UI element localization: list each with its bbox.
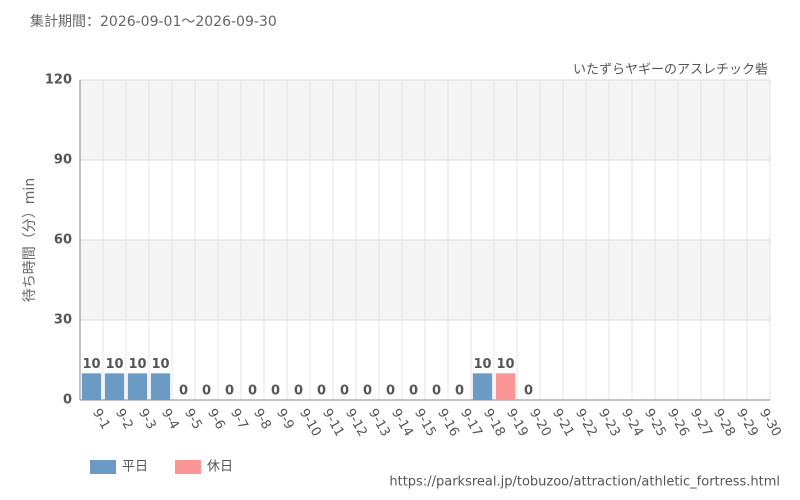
- chart-subtitle: いたずらヤギーのアスレチック砦: [573, 63, 768, 78]
- x-tick-label: 9-1: [89, 406, 113, 432]
- bar: [150, 373, 171, 400]
- x-tick-label: 9-4: [158, 406, 182, 432]
- value-label: 0: [455, 384, 464, 399]
- chart-title: 集計期間：2026-09-01～2026-09-30: [30, 13, 277, 30]
- bar: [81, 373, 102, 400]
- x-tick-label: 9-5: [181, 406, 205, 432]
- x-tick-label: 9-29: [733, 406, 761, 439]
- x-tick-label: 9-12: [342, 406, 370, 439]
- value-label: 0: [225, 384, 234, 399]
- y-tick-label: 30: [54, 313, 72, 328]
- x-tick-label: 9-14: [388, 406, 416, 439]
- x-tick-label: 9-11: [319, 406, 347, 439]
- value-label: 0: [524, 384, 533, 399]
- bar: [127, 373, 148, 400]
- value-label: 10: [105, 357, 123, 372]
- value-label: 0: [248, 384, 257, 399]
- x-tick-label: 9-30: [756, 406, 784, 439]
- value-label: 0: [271, 384, 280, 399]
- value-label: 10: [496, 357, 514, 372]
- x-tick-label: 9-13: [365, 406, 393, 439]
- x-tick-label: 9-22: [572, 406, 600, 439]
- x-tick-label: 9-17: [457, 406, 485, 439]
- value-label: 0: [340, 384, 349, 399]
- value-label: 10: [151, 357, 169, 372]
- x-tick-label: 9-6: [204, 406, 228, 432]
- legend-label: 平日: [122, 460, 148, 475]
- x-tick-label: 9-18: [480, 406, 508, 439]
- x-tick-label: 9-26: [664, 406, 692, 439]
- value-label: 10: [128, 357, 146, 372]
- x-tick-label: 9-2: [112, 406, 136, 432]
- bar: [472, 373, 493, 400]
- x-tick-label: 9-10: [296, 406, 324, 439]
- value-label: 10: [473, 357, 491, 372]
- x-tick-label: 9-3: [135, 406, 159, 432]
- x-tick-label: 9-20: [526, 406, 554, 439]
- bar: [104, 373, 125, 400]
- value-label: 0: [432, 384, 441, 399]
- y-tick-label: 0: [63, 393, 72, 408]
- value-label: 0: [294, 384, 303, 399]
- x-tick-label: 9-9: [273, 406, 297, 432]
- x-tick-label: 9-24: [618, 406, 646, 439]
- bar: [495, 373, 516, 400]
- source-url: https://parksreal.jp/tobuzoo/attraction/…: [389, 475, 780, 490]
- x-tick-label: 9-15: [411, 406, 439, 439]
- x-tick-label: 9-21: [549, 406, 577, 439]
- x-tick-label: 9-8: [250, 406, 274, 432]
- x-tick-label: 9-7: [227, 406, 251, 432]
- value-label: 0: [179, 384, 188, 399]
- value-label: 0: [386, 384, 395, 399]
- x-tick-label: 9-19: [503, 406, 531, 439]
- x-tick-label: 9-28: [710, 406, 738, 439]
- y-tick-label: 120: [45, 73, 72, 88]
- x-tick-label: 9-25: [641, 406, 669, 439]
- value-label: 0: [202, 384, 211, 399]
- x-tick-label: 9-23: [595, 406, 623, 439]
- y-axis-label: 待ち時間（分）min: [22, 178, 38, 302]
- x-tick-label: 9-16: [434, 406, 462, 439]
- value-label: 0: [363, 384, 372, 399]
- value-label: 10: [82, 357, 100, 372]
- y-tick-label: 60: [54, 233, 72, 248]
- x-tick-label: 9-27: [687, 406, 715, 439]
- value-label: 0: [317, 384, 326, 399]
- legend-swatch: [175, 460, 201, 474]
- legend-swatch: [90, 460, 116, 474]
- legend-label: 休日: [207, 460, 233, 475]
- y-tick-label: 90: [54, 153, 72, 168]
- value-label: 0: [409, 384, 418, 399]
